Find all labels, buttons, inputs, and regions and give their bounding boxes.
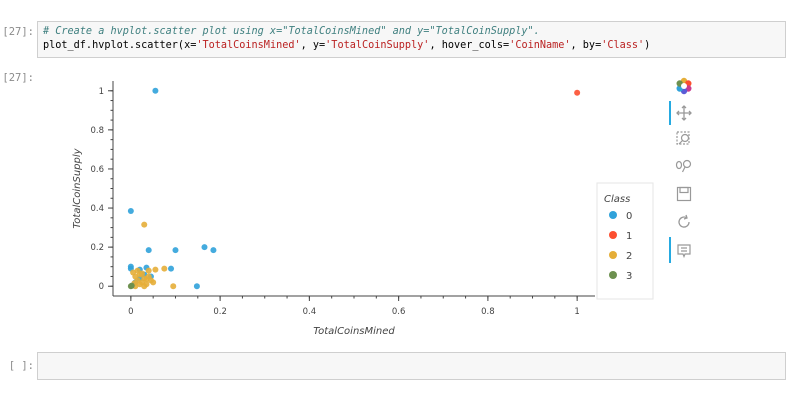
scatter-point-class-0 xyxy=(210,247,217,254)
scatter-point-class-2 xyxy=(141,283,148,290)
y-tick-label: 1 xyxy=(99,87,104,97)
y-axis-label: TotalCoinSupply xyxy=(72,147,83,228)
scatter-point-class-0 xyxy=(145,247,152,254)
x-tick-label: 0.8 xyxy=(481,307,495,317)
legend-marker-class-2 xyxy=(609,251,617,259)
scatter-point-class-0 xyxy=(172,247,179,254)
x-tick-label: 0.4 xyxy=(303,307,317,317)
y-tick-label: 0.8 xyxy=(90,126,104,136)
legend-label-class-0: 0 xyxy=(626,211,632,222)
scatter-point-class-2 xyxy=(145,267,152,274)
input-prompt: [27]: xyxy=(2,26,34,38)
code-statement-line: plot_df.hvplot.scatter(x='TotalCoinsMine… xyxy=(43,39,785,53)
scatter-point-class-1 xyxy=(574,89,581,96)
save-icon[interactable] xyxy=(675,185,693,203)
y-tick-label: 0.6 xyxy=(90,165,104,175)
legend-label-class-3: 3 xyxy=(626,271,632,282)
empty-code-cell[interactable] xyxy=(37,352,786,380)
code-y-keyword: , y= xyxy=(300,40,326,51)
reset-icon[interactable] xyxy=(675,213,693,231)
x-axis-label: TotalCoinsMined xyxy=(313,326,395,337)
scatter-point-class-0 xyxy=(193,283,200,290)
code-x-arg: 'TotalCoinsMined' xyxy=(196,40,301,51)
pan-icon[interactable] xyxy=(675,104,693,122)
box-zoom-icon[interactable] xyxy=(675,130,693,148)
legend-box xyxy=(596,182,654,300)
legend-label-class-2: 2 xyxy=(626,251,632,262)
legend-marker-class-1 xyxy=(609,231,617,239)
x-tick-label: 1 xyxy=(574,307,579,317)
scatter-point-class-0 xyxy=(168,265,175,272)
code-input-cell[interactable]: # Create a hvplot.scatter plot using x="… xyxy=(37,21,786,58)
legend-marker-class-0 xyxy=(609,211,617,219)
y-tick-label: 0 xyxy=(99,282,104,292)
hover-icon[interactable] xyxy=(675,242,693,260)
code-by-keyword: , by= xyxy=(570,40,602,51)
scatter-point-class-3 xyxy=(128,283,135,290)
code-y-arg: 'TotalCoinSupply' xyxy=(325,40,430,51)
legend-title: Class xyxy=(604,194,630,205)
legend-label-class-1: 1 xyxy=(626,231,632,242)
scatter-point-class-2 xyxy=(152,266,159,273)
scatter-point-class-2 xyxy=(161,265,168,272)
scatter-point-class-2 xyxy=(139,270,146,277)
scatter-point-class-0 xyxy=(127,207,134,214)
scatter-point-class-2 xyxy=(170,283,177,290)
scatter-point-class-2 xyxy=(150,279,157,286)
bokeh-logo-icon[interactable] xyxy=(675,77,693,95)
x-tick-label: 0.6 xyxy=(392,307,406,317)
code-prefix: plot_df.hvplot.scatter(x= xyxy=(43,40,197,51)
empty-cell-prompt: [ ]: xyxy=(8,360,34,372)
x-tick-label: 0.2 xyxy=(213,307,227,317)
scatter-point-class-2 xyxy=(134,267,141,274)
y-tick-label: 0.4 xyxy=(90,204,104,214)
code-by-arg: 'Class' xyxy=(601,40,645,51)
code-hover-arg: 'CoinName' xyxy=(509,40,571,51)
pan-active-indicator xyxy=(669,101,671,125)
wheel-zoom-icon[interactable] xyxy=(675,157,693,175)
scatter-point-class-2 xyxy=(143,276,150,283)
code-comment-line: # Create a hvplot.scatter plot using x="… xyxy=(43,26,540,37)
scatter-point-class-0 xyxy=(201,244,208,251)
code-hover-keyword: , hover_cols= xyxy=(429,40,510,51)
code-suffix: ) xyxy=(644,40,651,51)
scatter-point-class-2 xyxy=(141,221,148,228)
output-prompt: [27]: xyxy=(2,72,34,84)
x-tick-label: 0 xyxy=(128,307,133,317)
y-tick-label: 0.2 xyxy=(90,243,104,253)
legend-marker-class-3 xyxy=(609,271,617,279)
scatter-point-class-0 xyxy=(152,87,159,94)
hover-active-indicator xyxy=(669,237,671,263)
